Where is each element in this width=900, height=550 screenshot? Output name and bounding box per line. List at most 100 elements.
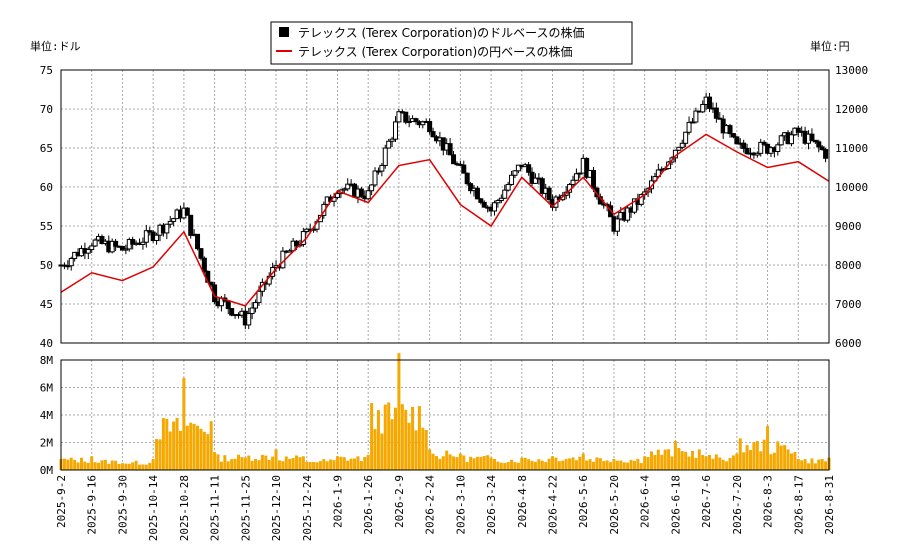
volume-bar	[462, 455, 466, 470]
candle-body	[502, 189, 508, 199]
volume-bar	[120, 463, 124, 470]
volume-bar	[233, 458, 237, 470]
candle-body	[358, 188, 364, 197]
volume-bar	[243, 457, 247, 470]
volume-bar	[619, 460, 623, 470]
volume-bar	[318, 461, 322, 470]
candle-body	[819, 146, 825, 151]
price-left-axis: 40 45 50 55 60 65 70 75	[40, 64, 53, 350]
legend-usd-label: テレックス (Terex Corporation)のドルベースの株価	[298, 25, 585, 40]
volume-bar	[516, 462, 520, 470]
candle-body	[693, 110, 699, 123]
volume-bar	[656, 449, 660, 470]
volume-bar	[411, 406, 415, 470]
volume-bar	[762, 439, 766, 470]
candle-body	[512, 170, 518, 176]
candle-body	[420, 121, 426, 126]
volume-bar	[731, 455, 735, 470]
candle-body	[447, 143, 453, 156]
volume-bar	[260, 454, 264, 470]
price-frame	[60, 69, 830, 344]
volume-bar	[284, 456, 288, 470]
volume-bar	[288, 458, 292, 470]
right-tick-label: 6000	[835, 337, 862, 350]
volume-bar	[151, 459, 155, 470]
candle-body	[143, 230, 149, 243]
legend-usd-swatch	[279, 27, 289, 37]
volume-bar	[165, 418, 169, 470]
candle-body	[287, 250, 293, 253]
left-tick-label: 40	[40, 337, 53, 350]
volume-bar	[680, 451, 684, 470]
volume-bar	[366, 454, 370, 470]
right-tick-label: 11000	[835, 142, 868, 155]
volume-bar	[735, 453, 739, 470]
volume-bar	[387, 402, 391, 470]
left-tick-label: 75	[40, 64, 53, 77]
volume-bar	[417, 406, 421, 470]
volume-bar	[817, 459, 821, 470]
volume-bar	[219, 461, 223, 470]
volume-bar	[69, 457, 73, 470]
volume-bar	[155, 439, 159, 470]
volume-bar	[564, 459, 568, 470]
candle-body	[386, 140, 392, 149]
volume-bar	[492, 458, 496, 470]
candle-body	[89, 245, 95, 251]
volume-bar	[779, 445, 783, 470]
x-tick-label: 2025-11-25	[239, 475, 252, 541]
x-tick-label: 2026-7-20	[731, 475, 744, 535]
candle-body	[379, 164, 385, 172]
volume-bar	[332, 460, 336, 470]
volume-bar	[363, 456, 367, 470]
candle-body	[198, 248, 204, 259]
x-tick-label: 2026-2-9	[393, 475, 406, 528]
volume-bar	[725, 461, 729, 470]
x-tick-label: 2026-1-26	[362, 475, 375, 535]
volume-bar	[86, 462, 90, 470]
candle-body	[413, 118, 419, 123]
x-tick-label: 2025-11-11	[209, 475, 222, 541]
volume-bar	[646, 457, 650, 470]
x-tick-label: 2025-12-10	[270, 475, 283, 541]
jpy-price-line	[60, 133, 830, 307]
candle-body	[430, 131, 436, 138]
x-tick-label: 2025-10-28	[178, 475, 191, 541]
candle-body	[201, 257, 207, 272]
volume-bar	[629, 459, 633, 470]
volume-left-axis: 0M 2M 4M 6M 8M	[40, 354, 54, 477]
candle-body	[164, 223, 170, 234]
volume-bar	[455, 457, 459, 470]
volume-bar	[141, 464, 145, 470]
candle-body	[300, 231, 306, 245]
candle-body	[570, 179, 576, 185]
volume-bar	[247, 455, 251, 470]
candle-body	[812, 139, 818, 143]
volume-bar	[486, 455, 490, 470]
volume-bar	[172, 421, 176, 470]
x-tick-label: 2025-9-2	[55, 475, 68, 528]
x-tick-label: 2026-7-6	[700, 475, 713, 528]
x-tick-label: 2026-2-24	[424, 475, 437, 535]
volume-bar	[660, 454, 664, 470]
candle-body	[741, 142, 747, 149]
candle-body	[775, 144, 781, 153]
candle-body	[225, 300, 231, 310]
candle-body	[788, 134, 794, 145]
volume-bar	[400, 404, 404, 470]
volume-bar	[452, 456, 456, 470]
volume-bar	[820, 459, 824, 470]
candle-body	[464, 172, 470, 185]
volume-bar	[721, 459, 725, 470]
volume-bar	[667, 449, 671, 470]
volume-bar	[178, 430, 182, 470]
volume-bar	[670, 456, 674, 470]
volume-bar	[301, 456, 305, 470]
volume-bar	[353, 458, 357, 470]
x-tick-label: 2026-3-10	[454, 475, 467, 535]
candle-body	[532, 177, 538, 184]
volume-bar	[421, 427, 425, 470]
volume-bar	[274, 449, 278, 470]
volume-bar	[335, 456, 339, 470]
